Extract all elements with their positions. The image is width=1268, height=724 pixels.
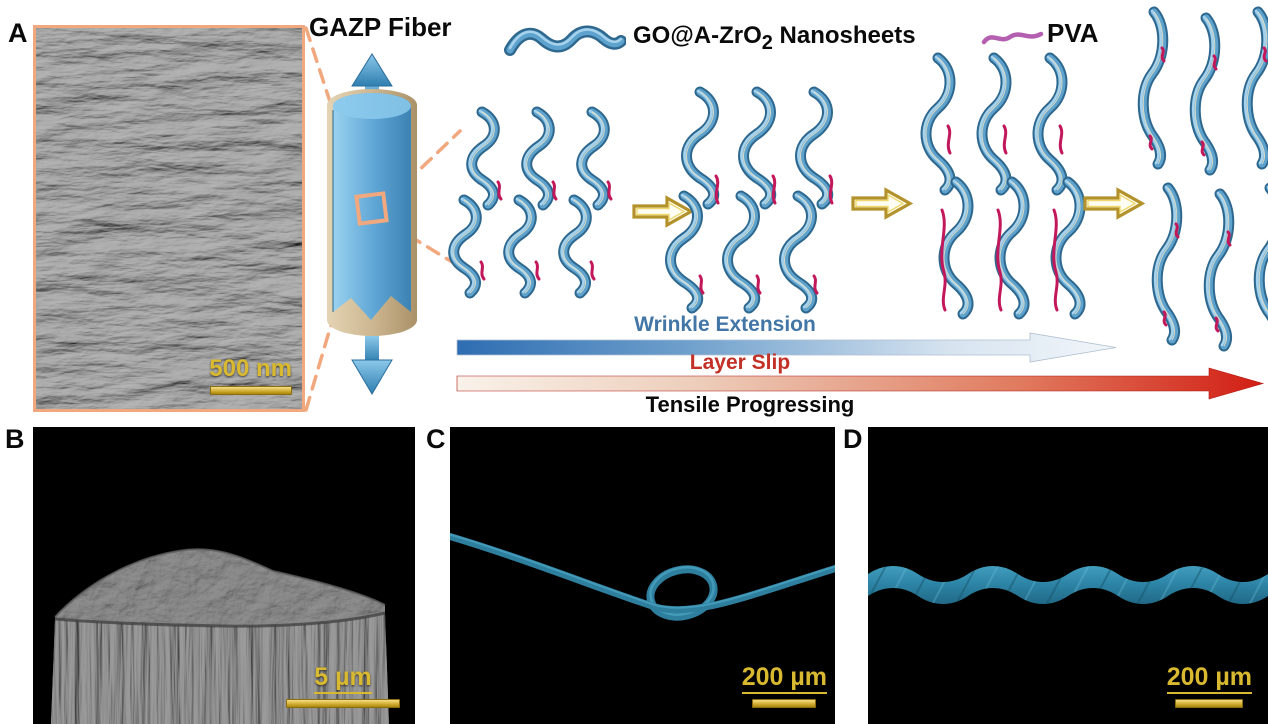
panel-a-scale-text: 500 nm xyxy=(209,355,292,382)
legend-nanosheets-pre: GO@A-ZrO xyxy=(633,22,762,49)
twisted-fiber xyxy=(868,427,1268,724)
panel-b-sem-image: 5 µm xyxy=(33,427,415,724)
nanosheet-stage-1 xyxy=(452,111,613,293)
layer-slip-label: Layer Slip xyxy=(689,351,791,374)
legend-nanosheets-post: Nanosheets xyxy=(772,22,916,49)
pva-links xyxy=(698,174,834,295)
legend-nanosheets-label: GO@A-ZrO2 Nanosheets xyxy=(633,24,916,53)
panel-c-scale-line xyxy=(752,699,817,708)
tensile-progressing-label: Tensile Progressing xyxy=(645,392,855,417)
panel-d-scale-text: 200 µm xyxy=(1166,665,1252,694)
magnified-region-marker xyxy=(354,191,389,226)
tension-arrow-down-icon xyxy=(351,336,393,395)
schematic-title: GAZP Fiber xyxy=(309,12,452,42)
pva-links xyxy=(940,124,1064,312)
pva-links xyxy=(1148,46,1268,333)
panel-b-scale-line xyxy=(286,699,400,708)
panel-c-sem-image: 200 µm xyxy=(450,427,835,724)
nanosheet-stage-3 xyxy=(924,57,1080,314)
callout-dashes xyxy=(304,26,464,412)
panel-d-sem-image: 200 µm xyxy=(868,427,1268,724)
pva-links xyxy=(479,180,613,281)
panel-b-scale-bar: 5 µm xyxy=(286,665,400,708)
legend-pva-label: PVA xyxy=(1047,18,1099,48)
panel-a-label: A xyxy=(8,18,28,48)
panel-c-scale-bar: 200 µm xyxy=(741,665,827,708)
pva-squiggle-icon xyxy=(981,31,1044,45)
panel-a-scale-bar: 500 nm xyxy=(209,357,292,395)
wrinkle-extension-label: Wrinkle Extension xyxy=(634,313,816,336)
panel-b-label: B xyxy=(5,424,25,454)
nanosheet-stage-4 xyxy=(1141,11,1268,346)
nanosheet-wave-icon xyxy=(504,25,626,56)
panel-a-scale-line xyxy=(209,386,292,395)
panel-c-scale-text: 200 µm xyxy=(741,665,827,694)
legend-nanosheets-sub: 2 xyxy=(761,31,773,54)
panel-d-scale-line xyxy=(1175,699,1244,708)
fiber-cylinder xyxy=(327,53,417,395)
stage-arrow-icon xyxy=(632,196,693,227)
panel-d-scale-bar: 200 µm xyxy=(1166,665,1252,708)
stage-arrow-icon xyxy=(1083,188,1144,219)
stage-arrow-icon xyxy=(851,188,912,219)
wrinkled-texture xyxy=(36,28,302,409)
nanosheet-stage-2 xyxy=(669,91,834,308)
knotted-fiber xyxy=(450,427,835,724)
panel-a-sem-image: 500 nm xyxy=(33,25,305,412)
panel-b-scale-text: 5 µm xyxy=(314,665,372,694)
tension-arrow-up-icon xyxy=(351,53,393,100)
panel-c-label: C xyxy=(426,424,446,454)
panel-d-label: D xyxy=(843,424,863,454)
